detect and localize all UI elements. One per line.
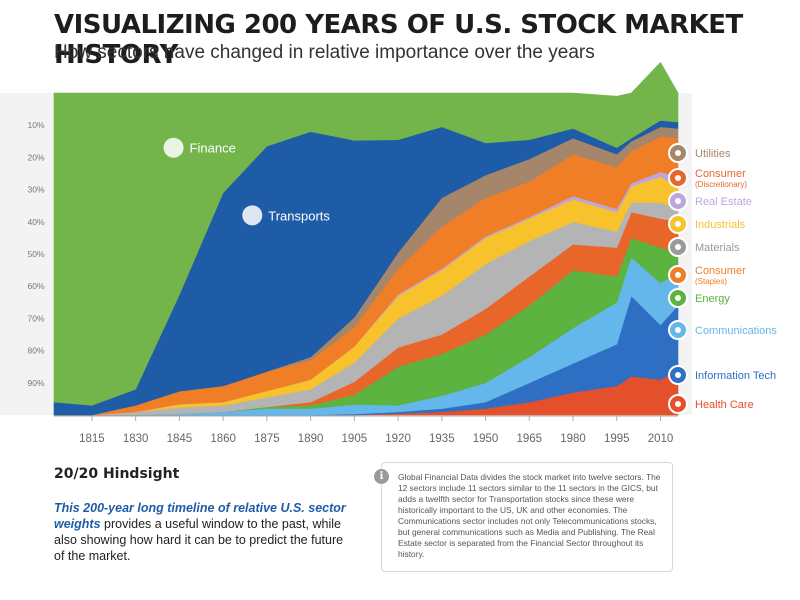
hindsight-body: This 200-year long timeline of relative … (54, 500, 354, 564)
x-tick-label: 2010 (648, 433, 674, 445)
y-tick-label: 20% (27, 152, 44, 162)
legend-sublabel: (Discretionary) (695, 180, 747, 189)
legend-item: Communications (668, 320, 777, 340)
legend-label: Real Estate (695, 196, 752, 208)
legend-label: Health Care (695, 399, 754, 411)
y-tick-label: 40% (27, 217, 44, 227)
x-tick-label: 1965 (516, 433, 542, 445)
legend-icon-dot (675, 372, 681, 378)
note-text: Global Financial Data divides the stock … (398, 472, 661, 559)
legend-icon-dot (675, 272, 681, 278)
x-tick-label: 1920 (385, 433, 411, 445)
legend-label: Communications (695, 325, 777, 337)
page-title: VISUALIZING 200 YEARS OF U.S. STOCK MARK… (54, 10, 743, 70)
legend-item: Health Care (668, 394, 754, 414)
y-tick-label: 90% (27, 378, 44, 388)
x-tick-label: 1845 (167, 433, 193, 445)
legend-icon-dot (675, 401, 681, 407)
legend-sublabel: (Staples) (695, 277, 727, 286)
legend-item: Energy (668, 288, 730, 308)
page-subtitle: How sectors have changed in relative imp… (54, 42, 595, 63)
x-tick-label: 1905 (342, 433, 368, 445)
hindsight-text: provides a useful window to the past, wh… (54, 517, 344, 563)
transports-label: Transports (268, 208, 330, 223)
x-tick-label: 1860 (210, 433, 236, 445)
y-tick-label: 10% (27, 120, 44, 130)
hindsight-emphasis: This 200-year long timeline of relative … (54, 501, 346, 531)
finance-label-icon (163, 137, 184, 158)
legend-icon-dot (675, 327, 681, 333)
legend-item: Industrials (668, 214, 746, 234)
x-tick-label: 1890 (298, 433, 324, 445)
x-tick-label: 1830 (123, 433, 149, 445)
y-tick-label: 70% (27, 313, 44, 323)
y-tick-label: 80% (27, 346, 44, 356)
y-tick-label: 30% (27, 185, 44, 195)
info-icon: i (374, 469, 389, 484)
legend-label: Utilities (695, 148, 731, 160)
legend-label: Consumer (695, 168, 746, 180)
legend-label: Energy (695, 293, 730, 305)
hindsight-title: 20/20 Hindsight (54, 466, 180, 482)
x-axis: 1815 1830 1845 1860 1875 1890 1905 1920 1935 1950… (54, 415, 678, 445)
x-tick-label: 1995 (604, 433, 630, 445)
legend-item: Consumer(Discretionary) (668, 168, 747, 189)
legend-item: Consumer(Staples) (668, 265, 746, 286)
legend-icon-dot (675, 198, 681, 204)
y-axis-background (0, 93, 54, 415)
legend-icon-dot (675, 175, 681, 181)
inline-labels: Finance Transports (163, 137, 330, 226)
x-tick-label: 1980 (560, 433, 586, 445)
legend-icon-dot (675, 244, 681, 250)
area-finance-11 (53, 61, 679, 406)
x-tick-label: 1950 (473, 433, 499, 445)
y-tick-label: 50% (27, 249, 44, 259)
methodology-note: i Global Financial Data divides the stoc… (374, 462, 673, 572)
x-tick-label: 1935 (429, 433, 455, 445)
legend-item: Real Estate (668, 191, 752, 211)
legend-label: Consumer (695, 265, 746, 277)
y-tick-label: 60% (27, 281, 44, 291)
transports-label-icon (242, 205, 263, 226)
legend-label: Industrials (695, 219, 746, 231)
legend-label: Information Tech (695, 370, 776, 382)
legend-item: Materials (668, 237, 740, 257)
x-tick-label: 1875 (254, 433, 280, 445)
legend-icon-dot (675, 150, 681, 156)
legend-icon-dot (675, 221, 681, 227)
chart-areas (53, 61, 679, 416)
legend-item: Utilities (668, 143, 731, 163)
finance-label: Finance (190, 141, 236, 156)
y-axis: 10% 20% 30% 40% 50% 60% 70% 80% 90% (27, 120, 44, 388)
x-tick-label: 1815 (79, 433, 105, 445)
legend-label: Materials (695, 242, 740, 254)
legend-icon-dot (675, 295, 681, 301)
legend-item: Information Tech (668, 365, 776, 385)
